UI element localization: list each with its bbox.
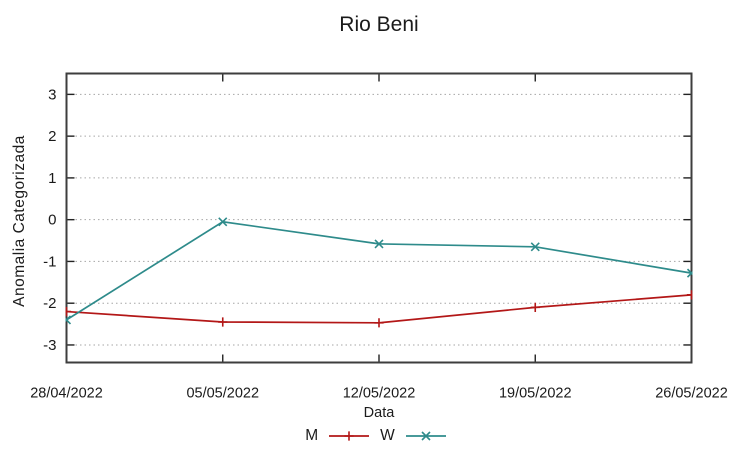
x-tick-label: 05/05/2022 bbox=[186, 386, 259, 402]
y-tick-label: -2 bbox=[43, 295, 56, 312]
x-tick-label: 19/05/2022 bbox=[499, 386, 572, 402]
legend-label-w: W bbox=[380, 427, 395, 444]
cross-marker bbox=[686, 268, 693, 278]
y-tick-label: 3 bbox=[48, 86, 56, 103]
plot-border bbox=[65, 72, 693, 364]
legend-sample-m bbox=[329, 431, 370, 441]
y-tick-label: -1 bbox=[43, 253, 56, 270]
cross-marker bbox=[421, 431, 431, 441]
x-tick-label: 26/05/2022 bbox=[655, 386, 728, 402]
legend-item-m: M bbox=[305, 427, 371, 445]
y-tick-label: 2 bbox=[48, 128, 56, 145]
plus-marker bbox=[686, 290, 693, 300]
x-tick-label: 28/04/2022 bbox=[30, 386, 103, 402]
plus-marker bbox=[65, 306, 72, 317]
y-tick-label: 1 bbox=[48, 170, 56, 187]
plus-marker bbox=[374, 318, 384, 328]
chart-title: Rio Beni bbox=[339, 13, 419, 36]
series-m bbox=[65, 290, 693, 328]
cross-marker bbox=[530, 242, 540, 252]
cross-marker bbox=[65, 315, 72, 325]
series-w bbox=[65, 217, 693, 325]
plus-marker bbox=[218, 317, 228, 327]
x-axis-label: Data bbox=[363, 405, 395, 421]
x-tick-label: 12/05/2022 bbox=[343, 386, 416, 402]
cross-marker bbox=[218, 217, 228, 227]
plus-marker bbox=[530, 302, 540, 312]
legend-item-w: W bbox=[380, 427, 448, 445]
plus-marker bbox=[344, 431, 354, 441]
y-axis-label: Anomalia Categorizada bbox=[11, 135, 28, 307]
y-tick-label: -3 bbox=[43, 337, 56, 354]
series-line-w bbox=[66, 220, 692, 321]
legend-sample-w bbox=[405, 431, 446, 441]
y-tick-label: 0 bbox=[48, 212, 56, 229]
cross-marker bbox=[374, 239, 384, 249]
legend-label-m: M bbox=[305, 427, 319, 444]
